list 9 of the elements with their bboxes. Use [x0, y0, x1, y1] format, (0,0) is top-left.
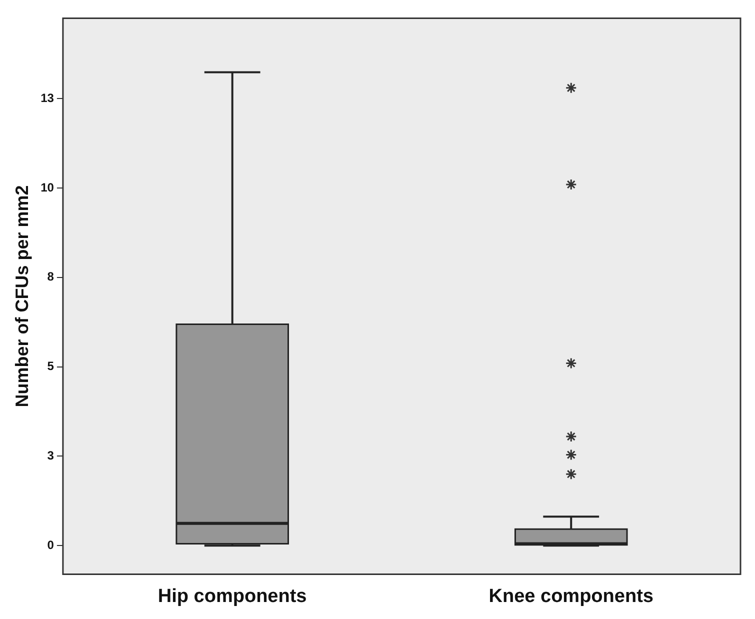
y-tick-label: 3 — [47, 448, 54, 463]
y-tick-label: 13 — [40, 90, 54, 105]
y-tick-label: 5 — [47, 359, 54, 374]
y-tick-label: 10 — [40, 180, 54, 194]
x-tick-label: Hip components — [158, 586, 307, 607]
y-axis-title: Number of CFUs per mm2 — [12, 185, 32, 408]
x-tick-label: Knee components — [488, 586, 654, 607]
y-tick-label: 0 — [47, 538, 54, 552]
y-tick-label: 8 — [47, 270, 54, 284]
